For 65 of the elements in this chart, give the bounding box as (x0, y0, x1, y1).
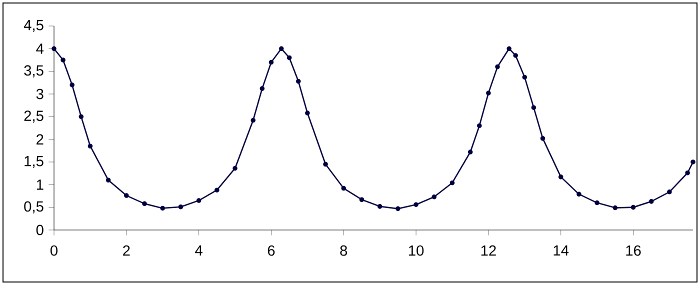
point (106, 178, 111, 183)
point (522, 74, 528, 80)
x-tick-label: 8 (340, 245, 348, 256)
point (506, 46, 512, 52)
point (52, 46, 56, 52)
y-tick-label: 4 (36, 44, 44, 54)
point (60, 58, 66, 62)
point (495, 64, 500, 70)
y-tick-label: 0,5 (24, 201, 44, 214)
point (278, 46, 284, 52)
point (260, 86, 265, 91)
point (341, 186, 346, 191)
x-tick-label: 14 (554, 245, 569, 256)
point (359, 197, 364, 202)
x-tick-label: 2 (123, 245, 130, 256)
point (323, 162, 328, 167)
point (268, 60, 274, 65)
point (594, 200, 600, 206)
y-tick-label: 1,5 (24, 156, 44, 168)
point (513, 53, 518, 58)
point (612, 205, 618, 210)
y-tick-label: 3 (36, 88, 44, 100)
point (160, 206, 166, 211)
point (450, 180, 455, 186)
point (576, 192, 582, 197)
y-tick-label: 2,5 (24, 110, 44, 123)
x-tick-label: 0 (50, 245, 58, 256)
point (468, 150, 473, 154)
point (486, 90, 491, 96)
y-tick-label: 1 (36, 180, 44, 190)
point (667, 190, 672, 194)
x-tick-label: 6 (268, 245, 275, 256)
point (531, 105, 536, 110)
y-tick-label: 3,5 (24, 65, 44, 78)
x-tick-label: 12 (481, 245, 496, 256)
point (432, 194, 437, 200)
point (630, 204, 636, 210)
point (305, 110, 310, 116)
point (232, 166, 238, 171)
y-tick-label: 2 (36, 134, 44, 144)
x-tick-label: 16 (626, 245, 641, 256)
point (70, 82, 75, 88)
point (250, 118, 256, 123)
point (88, 144, 93, 149)
point (476, 123, 482, 128)
point (685, 170, 690, 176)
point (296, 78, 301, 84)
point (690, 160, 696, 164)
y-tick-label: 0 (36, 224, 44, 236)
point (142, 201, 147, 206)
point (78, 114, 84, 120)
point (178, 204, 184, 210)
point (377, 204, 382, 209)
point (214, 188, 220, 192)
y-tick-label: 4,5 (24, 20, 44, 32)
x-tick-label: 10 (408, 245, 424, 256)
point (648, 199, 654, 204)
point (196, 198, 202, 203)
point (540, 136, 546, 141)
point (396, 206, 400, 212)
point (124, 193, 129, 198)
x-tick-label: 4 (195, 245, 202, 256)
point (558, 174, 564, 180)
point (414, 202, 418, 208)
point (286, 55, 292, 60)
